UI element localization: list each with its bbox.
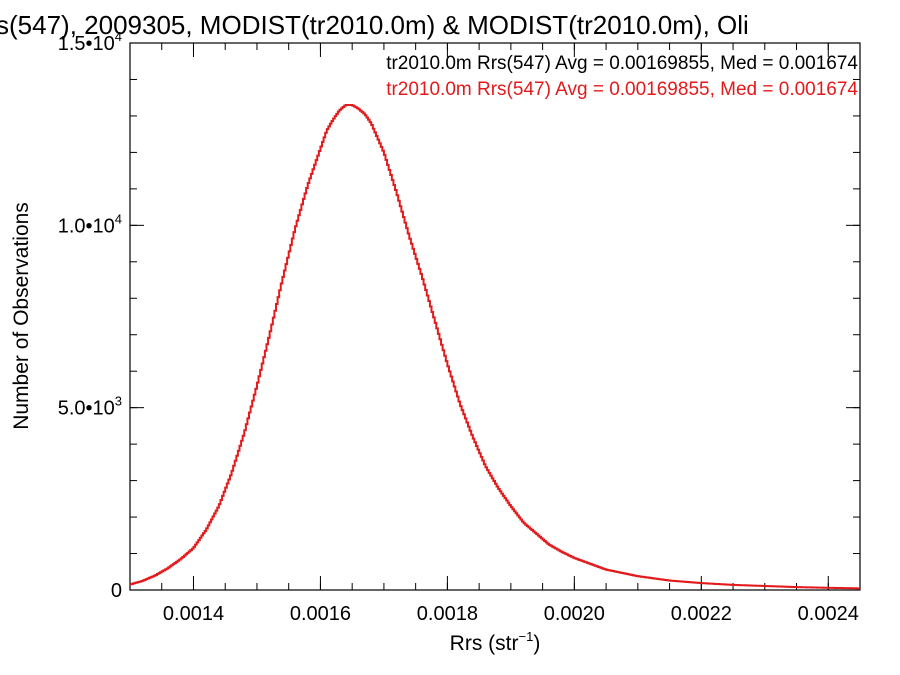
y-tick-label-mantissa: 1.5•10 <box>58 33 115 55</box>
y-tick-label-exponent: 4 <box>115 29 122 44</box>
x-tick-labels: 0.0014 0.0016 0.0018 0.0020 0.0022 0.0024 <box>163 603 859 625</box>
x-axis-label: Rrs (str−1) <box>450 629 541 655</box>
y-tick-label-exponent: 3 <box>115 394 122 409</box>
y-tick-label-mantissa: 5.0•10 <box>58 398 115 420</box>
x-tick-label: 0.0020 <box>544 603 605 625</box>
y-tick-label-mantissa: 1.0•10 <box>58 215 115 237</box>
tick-marks <box>129 42 861 591</box>
chart-title: s(547), 2009305, MODIST(tr2010.0m) & MOD… <box>0 10 749 40</box>
series-layer <box>130 103 860 590</box>
y-tick-label: 1.5•104 <box>58 29 122 55</box>
y-tick-label-mantissa: 0 <box>111 580 122 602</box>
y-tick-label: 5.0•103 <box>58 394 122 420</box>
legend-entry-1: tr2010.0m Rrs(547) Avg = 0.00169855, Med… <box>386 53 858 74</box>
x-axis-label-exponent: −1 <box>519 629 534 644</box>
x-tick-label: 0.0014 <box>163 603 224 625</box>
x-tick-label: 0.0018 <box>417 603 478 625</box>
legend-entry-2: tr2010.0m Rrs(547) Avg = 0.00169855, Med… <box>386 79 858 100</box>
y-axis-label: Number of Observations <box>10 202 33 430</box>
y-tick-label: 1.0•104 <box>58 211 122 237</box>
x-tick-label: 0.0016 <box>290 603 351 625</box>
x-axis-label-end: ) <box>533 632 540 655</box>
y-tick-label-exponent: 4 <box>115 211 122 226</box>
y-tick-label: 0 <box>111 580 122 602</box>
histogram-series-line <box>130 103 860 590</box>
x-tick-label: 0.0022 <box>671 603 732 625</box>
plot-frame <box>129 42 861 591</box>
x-axis-label-main: Rrs (str <box>450 632 519 655</box>
x-tick-label: 0.0024 <box>798 603 859 625</box>
